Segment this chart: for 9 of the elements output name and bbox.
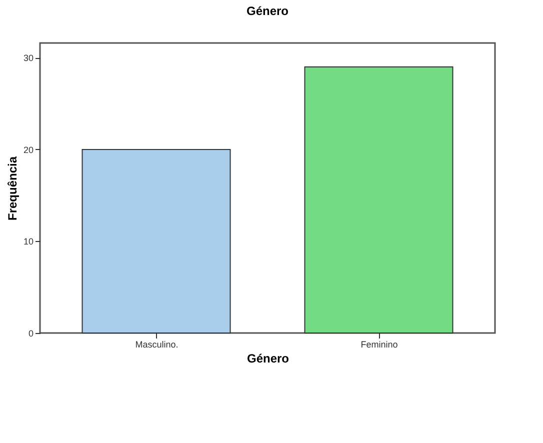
x-axis-title: Género [246, 352, 290, 366]
y-tick-label: 0 [28, 328, 34, 338]
chart-title: Género [246, 4, 289, 18]
y-axis-title: Frequência [5, 156, 20, 221]
x-tick-label: Feminino [360, 340, 398, 350]
x-tick-label: Masculino. [135, 340, 178, 350]
y-tick-label: 10 [23, 236, 34, 247]
y-tick-label: 30 [23, 53, 34, 64]
y-tick-label: 20 [23, 144, 34, 155]
